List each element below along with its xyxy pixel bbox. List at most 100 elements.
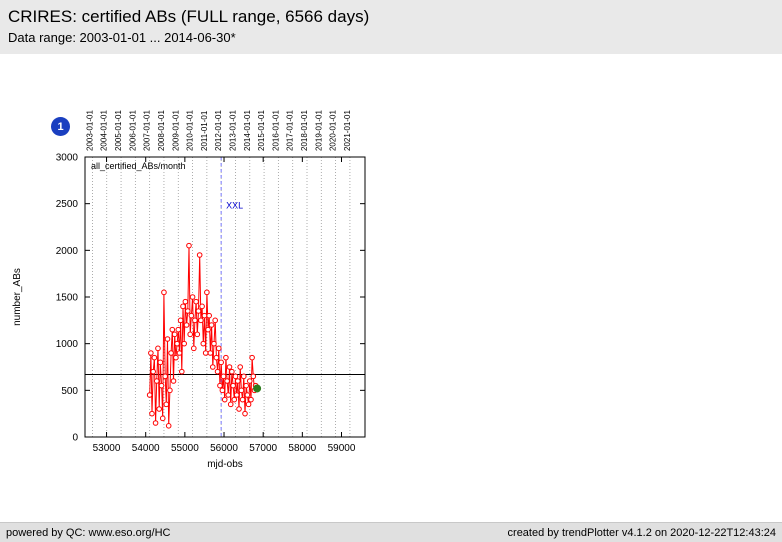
y-tick-label: 1000 <box>56 339 79 350</box>
series-point-all_certified_ABs_per_month <box>188 312 195 319</box>
series-point-all_certified_ABs_per_month <box>165 423 172 429</box>
series-point-all_certified_ABs_per_month <box>186 242 192 249</box>
data-range-subtitle: Data range: 2003-01-01 ... 2014-06-30* <box>8 30 236 45</box>
y-tick-label: 3000 <box>56 153 79 164</box>
series-point-all_certified_ABs_per_month <box>159 415 166 422</box>
series-point-all_certified_ABs_per_month <box>181 340 187 347</box>
top-axis-date-label: 2017-01-01 <box>286 110 295 151</box>
series-point-all_certified_ABs_per_month <box>158 382 165 389</box>
top-axis-date-label: 2010-01-01 <box>186 110 195 151</box>
series-point-all_certified_ABs_per_month <box>150 368 156 375</box>
series-point-all_certified_ABs_per_month <box>223 354 229 361</box>
top-axis-date-label: 2019-01-01 <box>314 110 323 151</box>
series-point-all_certified_ABs_per_month <box>220 373 227 380</box>
plot-index-badge[interactable]: 1 <box>51 117 70 136</box>
x-tick-label: 53000 <box>93 443 121 454</box>
series-point-all_certified_ABs_per_month <box>205 326 211 333</box>
series-point-all_certified_ABs_per_month <box>244 392 251 398</box>
top-axis-date-label: 2006-01-01 <box>128 110 137 151</box>
series-point-all_certified_ABs_per_month <box>208 322 215 328</box>
series-point-all_certified_ABs_per_month <box>162 373 168 380</box>
series-point-all_certified_ABs_per_month <box>215 345 222 352</box>
chart-svg: 2003-01-01 2004-01-01 2005-01-01 2006-01-01… <box>12 110 366 470</box>
y-tick-label: 500 <box>61 386 78 397</box>
series-point-latest_point <box>253 384 262 393</box>
page-title: CRIRES: certified ABs (FULL range, 6566 … <box>8 7 370 26</box>
x-tick-label: 57000 <box>249 443 277 454</box>
top-axis-date-label: 2014-01-01 <box>243 110 252 151</box>
series-point-all_certified_ABs_per_month <box>184 308 191 314</box>
series-point-all_certified_ABs_per_month <box>155 345 161 352</box>
series-point-all_certified_ABs_per_month <box>236 406 242 412</box>
series-point-all_certified_ABs_per_month <box>232 373 239 380</box>
top-axis-date-label: 2004-01-01 <box>100 110 109 151</box>
series-point-all_certified_ABs_per_month <box>163 401 170 408</box>
series-point-all_certified_ABs_per_month <box>146 392 153 398</box>
series-point-all_certified_ABs_per_month <box>212 317 218 324</box>
series-point-all_certified_ABs_per_month <box>169 326 176 333</box>
trend-chart[interactable]: 2003-01-01 2004-01-01 2005-01-01 2006-01-01… <box>0 70 430 500</box>
top-axis-date-label: 2021-01-01 <box>343 110 352 151</box>
x-axis-title: mjd-obs <box>207 459 243 470</box>
series-point-all_certified_ABs_per_month <box>177 317 184 324</box>
series-point-all_certified_ABs_per_month <box>209 364 216 370</box>
series-point-all_certified_ABs_per_month <box>201 312 208 319</box>
series-point-all_certified_ABs_per_month <box>214 368 221 375</box>
series-point-all_certified_ABs_per_month <box>183 322 190 328</box>
series-point-all_certified_ABs_per_month <box>187 331 193 338</box>
event-line-label: XXL <box>226 200 243 210</box>
series-point-all_certified_ABs_per_month <box>237 364 243 370</box>
series-point-all_certified_ABs_per_month <box>248 396 254 403</box>
series-point-all_certified_ABs_per_month <box>190 345 197 352</box>
series-point-all_certified_ABs_per_month <box>213 354 220 361</box>
y-tick-label: 0 <box>72 433 78 444</box>
series-point-all_certified_ABs_per_month <box>174 340 180 347</box>
series-point-all_certified_ABs_per_month <box>168 350 174 356</box>
top-axis-date-label: 2012-01-01 <box>214 110 223 151</box>
series-point-all_certified_ABs_per_month <box>202 350 209 356</box>
series-point-all_certified_ABs_per_month <box>230 382 236 389</box>
series-point-all_certified_ABs_per_month <box>164 336 171 342</box>
footer-powered-by: powered by QC: www.eso.org/HC <box>6 526 171 539</box>
series-point-all_certified_ABs_per_month <box>240 373 247 380</box>
top-axis-date-label: 2020-01-01 <box>329 110 338 151</box>
series-point-all_certified_ABs_per_month <box>227 401 234 408</box>
top-axis-date-label: 2015-01-01 <box>257 110 266 151</box>
series-point-all_certified_ABs_per_month <box>249 354 255 361</box>
series-point-all_certified_ABs_per_month <box>157 359 164 366</box>
series-point-all_certified_ABs_per_month <box>224 378 230 384</box>
series-point-all_certified_ABs_per_month <box>233 392 240 398</box>
series-point-all_certified_ABs_per_month <box>198 317 204 324</box>
series-point-all_certified_ABs_per_month <box>226 364 233 370</box>
series-point-all_certified_ABs_per_month <box>156 406 162 412</box>
footer: powered by QC: www.eso.org/HC created by… <box>0 522 782 542</box>
series-point-all_certified_ABs_per_month <box>242 410 248 417</box>
series-point-all_certified_ABs_per_month <box>245 401 252 408</box>
top-axis-date-label: 2013-01-01 <box>228 110 237 151</box>
series-point-all_certified_ABs_per_month <box>206 312 212 319</box>
y-tick-label: 1500 <box>56 293 79 304</box>
x-tick-label: 58000 <box>288 443 316 454</box>
series-line-all_certified_ABs_per_month <box>149 245 257 426</box>
series-point-all_certified_ABs_per_month <box>246 378 253 384</box>
series-point-all_certified_ABs_per_month <box>243 382 249 389</box>
series-point-all_certified_ABs_per_month <box>196 252 203 258</box>
series-point-all_certified_ABs_per_month <box>152 420 159 426</box>
series-point-all_certified_ABs_per_month <box>171 331 178 338</box>
footer-created-by: created by trendPlotter v4.1.2 on 2020-1… <box>507 526 776 539</box>
series-point-all_certified_ABs_per_month <box>161 289 167 296</box>
top-axis-date-label: 2008-01-01 <box>157 110 166 151</box>
x-tick-label: 54000 <box>132 443 160 454</box>
series-point-all_certified_ABs_per_month <box>167 387 173 394</box>
series-point-all_certified_ABs_per_month <box>235 378 241 384</box>
series-point-all_certified_ABs_per_month <box>193 298 199 305</box>
series-point-all_certified_ABs_per_month <box>176 350 183 356</box>
top-axis-date-label: 2016-01-01 <box>271 110 280 151</box>
x-tick-label: 59000 <box>328 443 356 454</box>
series-point-all_certified_ABs_per_month <box>225 392 232 398</box>
top-axis-date-label: 2009-01-01 <box>171 110 180 151</box>
series-point-all_certified_ABs_per_month <box>219 387 226 394</box>
series-point-all_certified_ABs_per_month <box>218 359 224 366</box>
series-point-all_certified_ABs_per_month <box>153 378 160 384</box>
series-point-all_certified_ABs_per_month <box>195 308 202 314</box>
